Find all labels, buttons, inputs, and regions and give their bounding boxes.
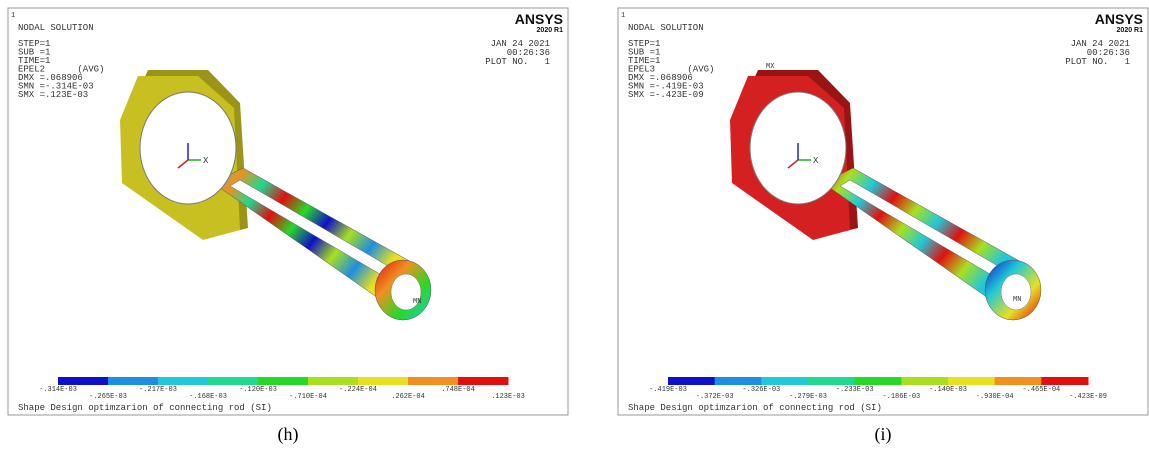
colorbar-segment bbox=[808, 377, 855, 385]
brand: ANSYS bbox=[1095, 11, 1143, 27]
colorbar-segment bbox=[108, 377, 159, 385]
legend-label: -.710E-04 bbox=[289, 393, 327, 401]
plot-no: PLOT NO. 1 bbox=[485, 57, 550, 67]
colorbar-segment bbox=[458, 377, 509, 385]
legend-label: .262E-04 bbox=[391, 393, 425, 401]
plot-title: NODAL SOLUTION bbox=[628, 23, 704, 33]
legend-label: -.930E-04 bbox=[976, 393, 1014, 401]
legend-label: .123E-03 bbox=[491, 393, 525, 401]
legend-label: -.233E-03 bbox=[836, 386, 874, 394]
footer: Shape Design optimzarion of connecting r… bbox=[628, 403, 882, 413]
footer: Shape Design optimzarion of connecting r… bbox=[18, 403, 272, 413]
colorbar-segment bbox=[58, 377, 109, 385]
colorbar-segment bbox=[668, 377, 715, 385]
colorbar-segment bbox=[715, 377, 762, 385]
legend-label: -.140E-03 bbox=[929, 386, 967, 394]
legend-label: -.224E-04 bbox=[339, 386, 377, 394]
colorbar-segment bbox=[855, 377, 902, 385]
legend-label: -.326E-03 bbox=[742, 386, 780, 394]
legend-label: -.314E-03 bbox=[39, 386, 77, 394]
legend-label: .748E-04 bbox=[441, 386, 475, 394]
plot-no: PLOT NO. 1 bbox=[1065, 57, 1130, 67]
version: 2020 R1 bbox=[1117, 27, 1144, 34]
caption: (h) bbox=[278, 424, 299, 445]
colorbar-segment bbox=[901, 377, 948, 385]
legend-label: -.465E-04 bbox=[1022, 386, 1060, 394]
legend-label: -.265E-03 bbox=[89, 393, 127, 401]
legend-label: -.419E-03 bbox=[649, 386, 687, 394]
colorbar-segment bbox=[358, 377, 409, 385]
colorbar-segment bbox=[208, 377, 259, 385]
colorbar-segment bbox=[995, 377, 1042, 385]
legend-label: -.423E-09 bbox=[1069, 393, 1107, 401]
brand: ANSYS bbox=[515, 11, 563, 27]
extreme-marker: MN bbox=[1013, 296, 1021, 304]
small-end-hole bbox=[1001, 274, 1031, 310]
caption: (i) bbox=[875, 424, 892, 445]
info-line: SMX =-.423E-09 bbox=[628, 90, 704, 100]
axis-label: X bbox=[813, 156, 819, 166]
legend-label: -.279E-03 bbox=[789, 393, 827, 401]
legend-label: -.186E-03 bbox=[882, 393, 920, 401]
figure: 1NODAL SOLUTIONSTEP=1SUB =1TIME=1EPEL2 (… bbox=[0, 0, 1149, 450]
legend-label: -.168E-03 bbox=[189, 393, 227, 401]
corner-number: 1 bbox=[11, 12, 15, 20]
colorbar-segment bbox=[948, 377, 995, 385]
colorbar-segment bbox=[408, 377, 459, 385]
corner-number: 1 bbox=[621, 12, 625, 20]
colorbar-segment bbox=[761, 377, 808, 385]
legend-label: -.217E-03 bbox=[139, 386, 177, 394]
legend-label: -.372E-03 bbox=[696, 393, 734, 401]
extreme-marker: MX bbox=[766, 63, 775, 71]
version: 2020 R1 bbox=[537, 27, 564, 34]
info-line: SMX =.123E-03 bbox=[18, 90, 88, 100]
colorbar-segment bbox=[158, 377, 209, 385]
colorbar-segment bbox=[1041, 377, 1088, 385]
plot-title: NODAL SOLUTION bbox=[18, 23, 94, 33]
legend-label: -.120E-03 bbox=[239, 386, 277, 394]
colorbar-segment bbox=[258, 377, 309, 385]
colorbar-segment bbox=[308, 377, 359, 385]
extreme-marker: MN bbox=[413, 298, 421, 306]
axis-label: X bbox=[203, 156, 209, 166]
